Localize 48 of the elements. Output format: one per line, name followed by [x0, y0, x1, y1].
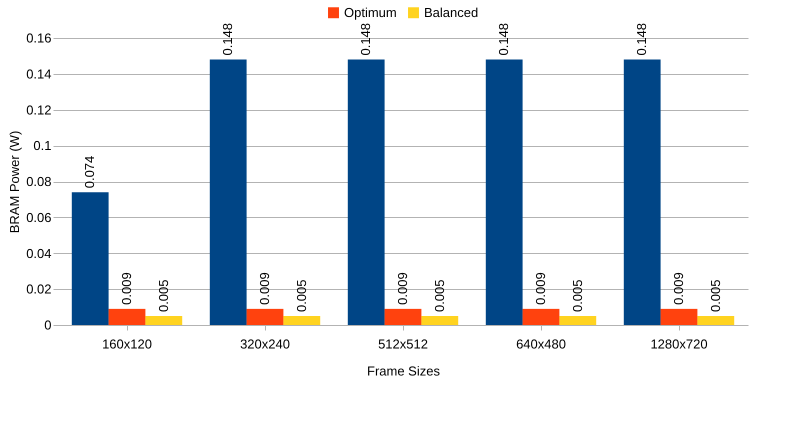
data-label: 0.009	[257, 272, 272, 305]
y-axis-title: BRAM Power (W)	[7, 130, 22, 234]
legend-label: Balanced	[424, 4, 478, 20]
bar	[246, 308, 284, 325]
data-label: 0.009	[671, 272, 686, 305]
bar	[522, 308, 560, 325]
bar	[108, 308, 146, 325]
bar	[384, 308, 422, 325]
legend-label: Optimum	[344, 4, 397, 20]
data-label: 0.009	[119, 272, 134, 305]
bar	[210, 60, 247, 325]
x-tick-label: 320x240	[240, 336, 290, 352]
x-tick-label: 160x120	[102, 336, 152, 352]
data-label: 0.005	[294, 279, 309, 312]
data-label: 0.009	[395, 272, 410, 305]
bar	[697, 316, 734, 325]
y-tick-label: 0	[44, 318, 52, 332]
y-tick-label: 0.16	[26, 30, 52, 46]
data-label: 0.005	[432, 279, 447, 312]
bar	[624, 60, 661, 325]
bar	[559, 316, 596, 325]
x-tick-label: 1280x720	[650, 336, 708, 352]
data-label: 0.148	[634, 22, 650, 56]
bar	[145, 316, 182, 325]
data-label: 0.148	[220, 22, 236, 56]
bar	[348, 60, 385, 325]
data-label: 0.005	[156, 279, 171, 312]
bar	[421, 316, 458, 325]
data-label: 0.005	[570, 279, 585, 312]
data-label: 0.148	[358, 22, 374, 56]
bar	[486, 60, 523, 325]
bar	[72, 192, 109, 325]
x-tick-label: 512x512	[378, 336, 428, 352]
y-tick-label: 0.12	[26, 102, 52, 118]
bar	[283, 316, 320, 325]
y-tick-label: 0.04	[26, 246, 52, 261]
x-axis-title: Frame Sizes	[367, 364, 440, 378]
data-label: 0.148	[496, 22, 512, 56]
bar	[660, 308, 698, 325]
x-tick-label: 640x480	[516, 336, 566, 352]
data-label: 0.074	[82, 156, 98, 188]
y-tick-label: 0.08	[26, 174, 52, 189]
data-label: 0.009	[533, 272, 548, 305]
y-tick-label: 0.02	[26, 282, 52, 297]
y-tick-label: 0.1	[33, 138, 52, 154]
data-label: 0.005	[708, 279, 723, 312]
y-tick-label: 0.14	[26, 66, 52, 82]
y-tick-label: 0.06	[26, 210, 52, 225]
